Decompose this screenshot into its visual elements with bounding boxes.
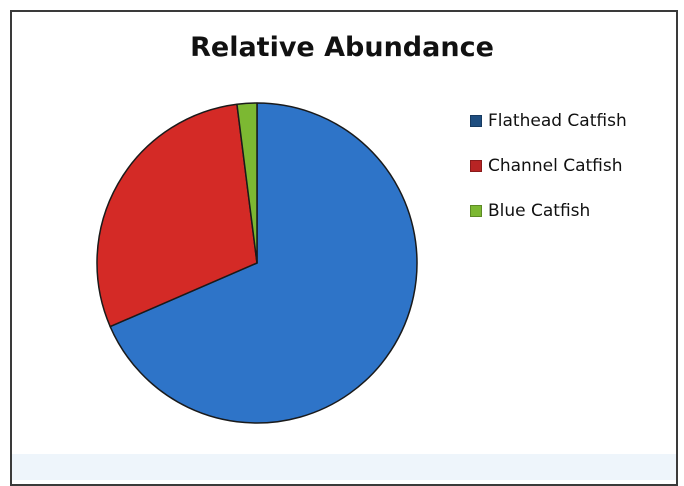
legend-swatch-flathead-catfish <box>470 115 482 127</box>
pie-slice-channel-catfish <box>96 103 258 328</box>
legend-item-flathead-catfish: Flathead Catfish <box>470 110 627 132</box>
legend-label-blue-catfish: Blue Catfish <box>488 201 591 221</box>
pie-slices <box>96 102 418 424</box>
legend-swatch-channel-catfish <box>470 160 482 172</box>
pie-slice-blue-catfish <box>236 102 258 264</box>
legend-swatch-blue-catfish <box>470 205 482 217</box>
chart-bottom-strip <box>12 454 676 480</box>
pie-slice-flathead-catfish <box>109 102 418 424</box>
chart-title: Relative Abundance <box>190 32 494 63</box>
legend-item-channel-catfish: Channel Catfish <box>470 155 623 177</box>
legend-label-channel-catfish: Channel Catfish <box>488 156 623 176</box>
legend-item-blue-catfish: Blue Catfish <box>470 200 590 222</box>
legend-label-flathead-catfish: Flathead Catfish <box>488 111 627 131</box>
